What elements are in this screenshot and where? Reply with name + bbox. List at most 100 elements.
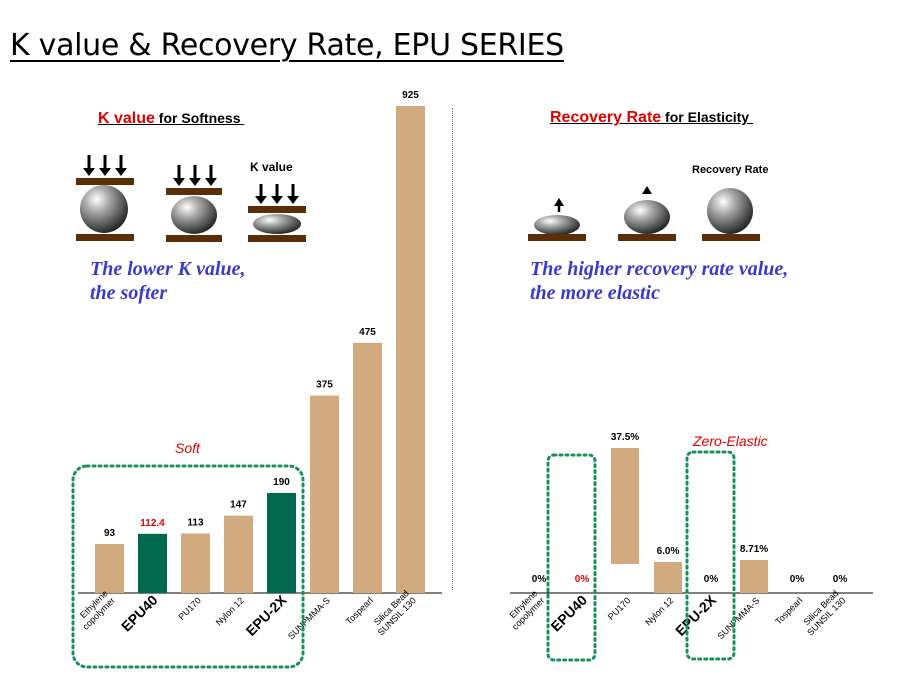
sphere-icon [80,185,128,233]
k-bar-6 [353,342,382,593]
k-value-label-3: 147 [230,500,247,511]
k-category-label-4-line: EPU-2X [243,591,291,639]
recovery-figure-1 [528,198,586,241]
down-arrows-icon [173,165,217,186]
r-category-label-6-line: Tospearl [773,595,804,626]
k-bar-1 [138,533,167,593]
base-plate [248,235,306,242]
r-category-label-3-line: Nylon 12 [643,595,675,627]
compression-figure-3 [248,184,306,242]
down-arrows-icon [83,155,127,176]
k-value-label-7: 925 [402,90,419,101]
k-category-label-1-line: EPU40 [118,592,161,635]
k-category-label-3: Nylon 12 [214,595,246,627]
compression-figure-2 [166,165,222,242]
r-tagline-line2: the more elastic [530,282,660,304]
k-bar-5 [310,395,339,593]
r-value-label-7: 0% [833,574,848,585]
soft-group-box [71,464,305,669]
up-arrow-icon [554,198,564,206]
down-arrows-icon [255,184,299,204]
k-tagline-line2: the softer [90,282,168,304]
r-value-label-5: 8.71% [740,544,768,555]
r-value-label-6: 0% [790,574,805,585]
k-bar-7 [396,106,425,593]
k-category-label-3-line: Nylon 12 [214,595,246,627]
k-bar-2 [181,533,210,593]
k-category-label-4: EPU-2X [243,591,291,639]
press-plate [76,178,134,185]
r-heading: Recovery Rate for Elasticity [550,109,753,127]
k-heading: K value for Softness [98,110,244,128]
k-category-label-2: PU170 [176,595,203,622]
squashed-sphere-icon [624,200,670,234]
r-category-label-2: PU170 [606,595,633,622]
r-category-label-5: SUNPMMA-S [715,595,761,641]
recovery-figure-3 [702,188,760,241]
r-tagline-line1: The higher recovery rate value, [530,258,789,280]
r-category-label-3: Nylon 12 [643,595,675,627]
k-category-label-6: Tospearl [344,595,375,626]
compression-figure-1 [76,155,134,241]
k-category-label-2-line: PU170 [176,595,203,622]
base-plate [702,234,760,241]
k-category-label-6-line: Tospearl [344,595,375,626]
flattened-sphere-icon [253,214,301,234]
r-bar-3 [654,562,682,593]
recovery-figure-2 [618,186,676,241]
epu2x-highlight-box [685,450,736,661]
base-plate [166,235,222,242]
r-value-label-4: 0% [704,574,719,585]
k-tagline: The lower K value, the softer [90,257,390,305]
soft-group-label: Soft [175,440,200,456]
r-category-label-1-line: EPU40 [547,592,590,635]
flattened-sphere-icon [534,215,580,235]
squashed-sphere-icon [171,196,217,234]
r-bar-2 [611,448,639,564]
press-plate [166,188,222,195]
r-category-label-6: Tospearl [773,595,804,626]
k-value-label-5: 375 [316,380,333,391]
k-heading-rest: for Softness [154,110,241,126]
sphere-icon [707,188,753,234]
base-plate [618,234,676,241]
r-heading-rest: for Elasticity [661,109,750,125]
zero-elastic-group-label: Zero-Elastic [693,433,768,449]
k-heading-highlight: K value [98,110,155,127]
up-arrow-icon [642,186,652,194]
r-tagline: The higher recovery rate value, the more… [530,257,860,305]
k-value-label-4: 190 [273,477,290,488]
k-bar-0 [95,544,124,593]
base-plate [528,234,586,241]
k-tagline-line1: The lower K value, [90,258,246,280]
r-heading-highlight: Recovery Rate [550,109,662,126]
r-category-label-2-line: PU170 [606,595,633,622]
r-value-label-3: 6.0% [657,546,680,557]
k-category-label-1: EPU40 [118,592,161,635]
k-category-label-5: SUNPMMA-S [286,595,332,641]
r-category-label-4: EPU-2X [672,591,720,639]
r-value-label-0: 0% [532,574,547,585]
k-value-label-6: 475 [359,327,376,338]
r-category-label-5-line: SUNPMMA-S [715,595,761,641]
r-category-label-1: EPU40 [547,592,590,635]
k-value-label-2: 113 [187,518,204,529]
base-plate [76,234,134,241]
r-value-label-2: 37.5% [611,432,639,443]
r-bar-5 [740,560,768,593]
r-category-label-4-line: EPU-2X [672,591,720,639]
k-bar-4 [267,492,296,593]
k-bar-3 [224,515,253,593]
k-category-label-5-line: SUNPMMA-S [286,595,332,641]
epu40-highlight-box [546,453,597,662]
r-value-label-1: 0% [575,574,590,585]
press-plate [248,206,306,213]
k-value-label-1: 112.4 [140,518,165,529]
r-illustration-label: Recovery Rate [692,164,769,176]
